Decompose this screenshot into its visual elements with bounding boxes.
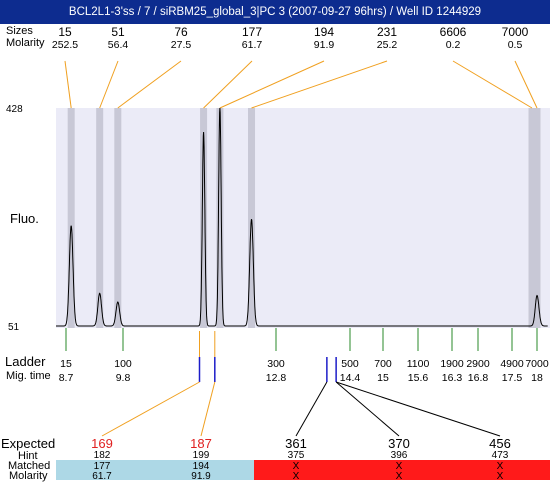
ladder-label: Ladder (5, 354, 46, 369)
peak-molarity-label: 56.4 (108, 39, 129, 51)
ladder-time-label: 14.4 (340, 372, 361, 384)
peak-molarity-label: 25.2 (377, 39, 398, 51)
y-axis-label: Fluo. (10, 211, 39, 226)
expected-size: 361 (285, 436, 307, 451)
peak-size-label: 194 (314, 25, 334, 39)
expected-size: 370 (388, 436, 410, 451)
matched-molarity: 91.9 (191, 471, 211, 480)
hint-label: Hint (18, 450, 38, 462)
ladder-time-label: 8.7 (59, 372, 74, 384)
peak-connector (251, 60, 388, 109)
peak-connector (514, 60, 538, 109)
hint-size: 396 (391, 450, 408, 461)
expected-connector (295, 381, 328, 437)
expected-connector (335, 381, 400, 437)
y-axis-top-label: 428 (6, 104, 23, 115)
peak-size-label: 231 (377, 25, 397, 39)
peak-band (114, 108, 122, 328)
peak-band (216, 108, 224, 328)
matched-value: X (293, 461, 300, 472)
sizes-label: Sizes (6, 25, 33, 37)
trace-line (56, 107, 548, 327)
hint-size: 375 (288, 450, 305, 461)
ladder-time-label: 17.5 (502, 372, 523, 384)
matched-miss-band (254, 460, 550, 480)
peak-size-label: 7000 (502, 25, 529, 39)
peak-band (533, 108, 541, 328)
ladder-size-label: 100 (114, 358, 132, 370)
peak-size-label: 15 (58, 25, 72, 39)
matched-label: Matched (8, 460, 51, 472)
peak-connector (64, 60, 72, 109)
matched-value: 194 (193, 461, 210, 472)
plot-area (56, 108, 550, 328)
peak-size-label: 6606 (440, 25, 467, 39)
ladder-size-label: 700 (374, 358, 392, 370)
ladder-time-label: 16.3 (442, 372, 463, 384)
matched-molarity: X (396, 471, 403, 480)
hint-size: 473 (492, 450, 509, 461)
peak-connector (203, 60, 253, 109)
peak-molarity-label: 0.5 (508, 39, 523, 51)
hint-size: 182 (94, 450, 111, 461)
expected-label: Expected (1, 436, 56, 451)
peak-molarity-label: 0.2 (446, 39, 461, 51)
peak-band (67, 108, 75, 328)
ladder-size-label: 2900 (466, 358, 490, 370)
molarity-bottom-label: Molarity (9, 470, 48, 482)
peak-molarity-label: 61.7 (242, 39, 263, 51)
y-axis-bottom-label: 51 (8, 322, 20, 333)
expected-connector (335, 381, 501, 437)
molarity-label: Molarity (6, 37, 45, 49)
ladder-size-label: 15 (60, 358, 72, 370)
peak-band (200, 108, 208, 328)
matched-value: 177 (94, 461, 111, 472)
peak-connector (99, 60, 119, 109)
ladder-size-label: 300 (267, 358, 285, 370)
peak-band (96, 108, 104, 328)
peak-molarity-label: 252.5 (52, 39, 78, 51)
peak-band (528, 108, 536, 328)
expected-connector (101, 381, 200, 437)
ladder-size-label: 7000 (525, 358, 549, 370)
peak-connector (219, 60, 325, 109)
expected-size: 169 (91, 436, 113, 451)
matched-molarity: X (293, 471, 300, 480)
expected-connector (200, 381, 216, 437)
ladder-size-label: 1900 (440, 358, 464, 370)
ladder-time-label: 12.8 (266, 372, 287, 384)
ladder-size-label: 4900 (500, 358, 524, 370)
ladder-size-label: 500 (341, 358, 359, 370)
ladder-time-label: 16.8 (468, 372, 489, 384)
peak-connector (452, 60, 533, 109)
matched-molarity: 61.7 (92, 471, 112, 480)
matched-ok-band (56, 460, 254, 480)
expected-size: 187 (190, 436, 212, 451)
peak-size-label: 51 (111, 25, 125, 39)
matched-value: X (497, 461, 504, 472)
ladder-time-label: 15.6 (408, 372, 429, 384)
hint-size: 199 (193, 450, 210, 461)
ladder-time-label: 18 (531, 372, 543, 384)
ladder-time-label: 9.8 (116, 372, 131, 384)
matched-value: X (396, 461, 403, 472)
peak-molarity-label: 27.5 (171, 39, 192, 51)
peak-size-label: 76 (174, 25, 188, 39)
mig-time-label: Mig. time (6, 370, 51, 382)
matched-molarity: X (497, 471, 504, 480)
peak-size-label: 177 (242, 25, 262, 39)
peak-molarity-label: 91.9 (314, 39, 335, 51)
ladder-size-label: 1100 (407, 358, 430, 370)
expected-size: 456 (489, 436, 511, 451)
chart-title: BCL2L1-3'ss / 7 / siRBM25_global_3|PC 3 … (0, 0, 550, 24)
peak-band (248, 108, 256, 328)
ladder-time-label: 15 (377, 372, 389, 384)
peak-connector (117, 60, 182, 109)
